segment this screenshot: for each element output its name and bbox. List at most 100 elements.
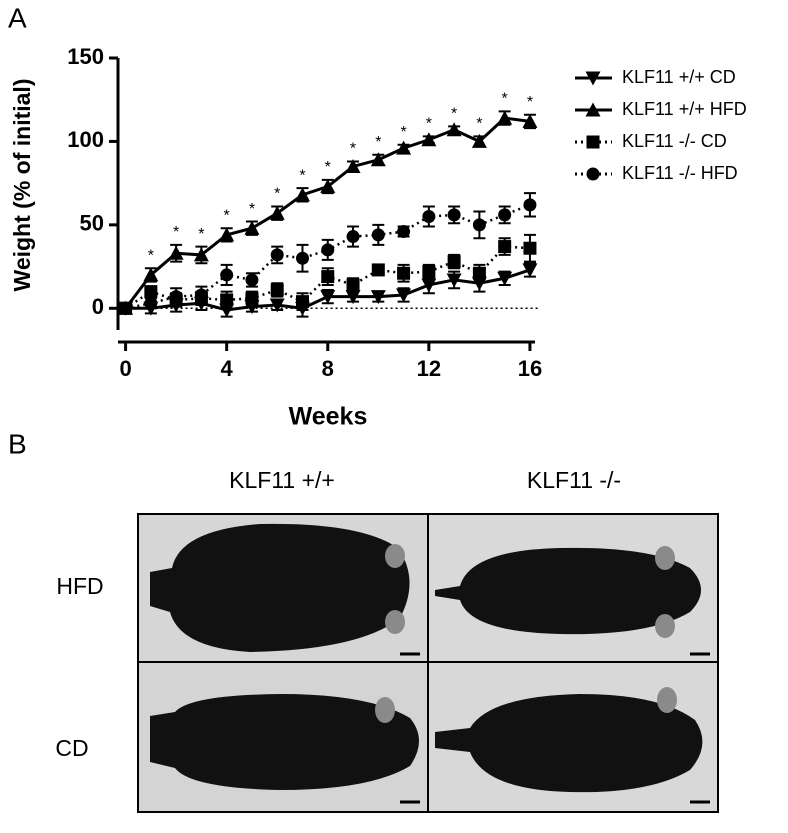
marker	[422, 265, 436, 279]
marker	[371, 263, 385, 277]
marker	[498, 240, 512, 254]
marker	[370, 152, 386, 167]
marker	[144, 296, 158, 310]
marker	[422, 210, 436, 224]
marker	[446, 122, 462, 137]
significance-star: *	[502, 91, 508, 108]
mouse-ear	[657, 687, 677, 713]
mouse-ear	[385, 544, 405, 568]
significance-star: *	[400, 124, 406, 141]
marker	[586, 167, 600, 181]
significance-star: *	[274, 186, 280, 203]
marker	[119, 301, 133, 315]
marker	[421, 278, 437, 293]
legend-label: KLF11 -/- CD	[622, 131, 727, 151]
row-label: HFD	[56, 573, 103, 599]
marker	[245, 291, 259, 305]
marker	[472, 266, 486, 280]
marker	[270, 283, 284, 297]
x-tick-label: 16	[518, 356, 542, 381]
marker	[497, 110, 513, 125]
significance-star: *	[476, 116, 482, 133]
row-label: CD	[55, 735, 88, 761]
marker	[269, 298, 285, 313]
marker	[396, 288, 412, 303]
marker	[321, 243, 335, 257]
marker	[269, 205, 285, 220]
y-tick-label: 100	[67, 127, 104, 152]
marker	[320, 178, 336, 193]
marker	[144, 285, 158, 299]
marker	[245, 273, 259, 287]
x-tick-label: 0	[119, 356, 131, 381]
mouse	[150, 694, 419, 790]
column-label: KLF11 +/+	[229, 467, 335, 493]
marker	[446, 273, 462, 288]
marker	[320, 290, 336, 305]
marker	[498, 208, 512, 222]
marker	[169, 290, 183, 304]
x-tick-label: 12	[417, 356, 441, 381]
marker	[585, 71, 601, 86]
marker	[220, 293, 234, 307]
marker	[471, 276, 487, 291]
mouse-ear	[375, 697, 395, 723]
marker	[168, 245, 184, 260]
marker	[447, 255, 461, 269]
significance-star: *	[350, 141, 356, 158]
marker	[270, 248, 284, 262]
x-tick-label: 8	[322, 356, 334, 381]
legend-label: KLF11 +/+ HFD	[622, 99, 747, 119]
significance-star: *	[299, 167, 305, 184]
marker	[346, 230, 360, 244]
marker	[244, 220, 260, 235]
significance-star: *	[249, 201, 255, 218]
mouse-ear	[385, 610, 405, 634]
significance-star: *	[173, 224, 179, 241]
marker	[397, 225, 411, 239]
panel-label: A	[8, 2, 27, 33]
marker	[346, 278, 360, 292]
marker	[471, 133, 487, 148]
y-tick-label: 50	[80, 211, 104, 236]
marker	[396, 140, 412, 155]
significance-star: *	[426, 116, 432, 133]
mouse	[435, 694, 703, 793]
x-axis-label: Weeks	[289, 403, 368, 431]
column-label: KLF11 -/-	[527, 467, 621, 493]
marker	[194, 288, 208, 302]
marker	[522, 113, 538, 128]
marker	[397, 266, 411, 280]
legend-label: KLF11 +/+ CD	[622, 67, 736, 87]
significance-star: *	[198, 226, 204, 243]
marker	[370, 290, 386, 305]
mouse	[435, 547, 701, 635]
marker	[321, 270, 335, 284]
marker	[193, 247, 209, 262]
significance-star: *	[325, 159, 331, 176]
marker	[523, 198, 537, 212]
marker	[421, 132, 437, 147]
significance-star: *	[375, 134, 381, 151]
marker	[143, 267, 159, 282]
marker	[345, 290, 361, 305]
marker	[371, 228, 385, 242]
y-tick-label: 0	[92, 294, 104, 319]
marker	[295, 295, 309, 309]
significance-star: *	[451, 106, 457, 123]
marker	[447, 208, 461, 222]
marker	[345, 158, 361, 173]
marker	[219, 227, 235, 242]
significance-star: *	[527, 94, 533, 111]
marker	[219, 303, 235, 318]
marker	[220, 268, 234, 282]
x-tick-label: 4	[221, 356, 234, 381]
marker	[295, 251, 309, 265]
marker	[522, 263, 538, 278]
marker	[523, 241, 537, 255]
marker	[586, 135, 600, 149]
legend-label: KLF11 -/- HFD	[622, 163, 738, 183]
mouse-ear	[655, 546, 675, 570]
significance-star: *	[148, 247, 154, 264]
